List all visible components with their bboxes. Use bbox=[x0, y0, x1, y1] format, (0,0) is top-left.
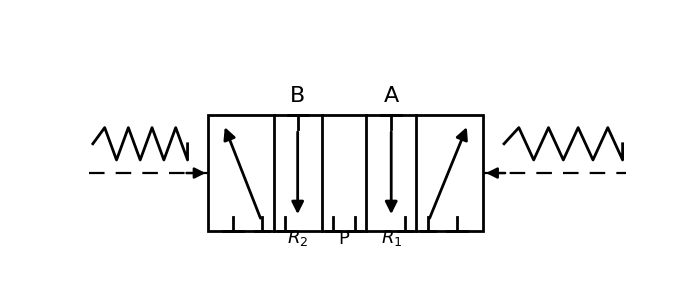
Text: B: B bbox=[290, 86, 305, 106]
Bar bbox=[208, 115, 483, 231]
Text: $R_2$: $R_2$ bbox=[287, 228, 309, 248]
Text: $R_1$: $R_1$ bbox=[381, 228, 402, 248]
Text: P: P bbox=[339, 230, 349, 248]
Text: A: A bbox=[384, 86, 399, 106]
